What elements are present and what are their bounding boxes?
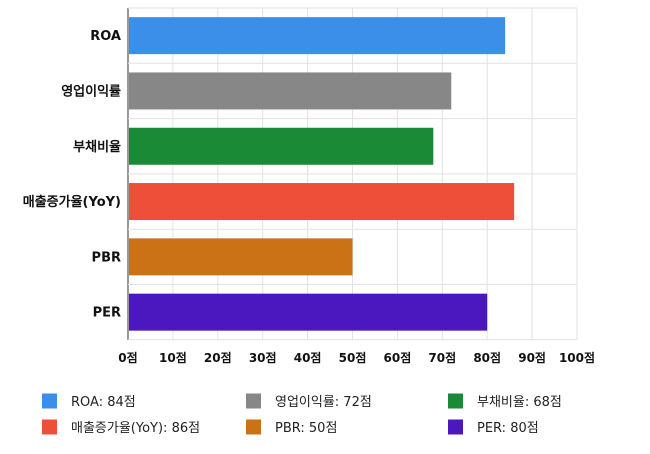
x-axis-tick-labels: 0점 10점 20점 30점 40점 50점 60점 70점 80점 90점 100점	[118, 350, 595, 365]
bar	[129, 183, 515, 221]
legend-swatch	[246, 393, 261, 409]
x-tick-label: 60점	[384, 350, 412, 365]
x-tick-label: 80점	[473, 350, 501, 365]
legend-swatch	[246, 419, 261, 435]
category-label: 부채비율	[73, 139, 121, 155]
x-tick-label: 10점	[159, 350, 187, 365]
category-label: PBR	[92, 250, 121, 265]
x-tick-label: 70점	[428, 350, 456, 365]
category-label: ROA	[90, 29, 121, 44]
x-tick-label: 50점	[339, 350, 367, 365]
legend-label: PBR: 50점	[275, 421, 337, 436]
x-tick-label: 40점	[294, 350, 322, 365]
legend-swatch	[448, 393, 463, 409]
x-tick-label: 100점	[559, 350, 595, 365]
bar	[129, 17, 506, 55]
bar	[129, 238, 353, 276]
bar	[129, 293, 488, 331]
legend-label: 매출증가율(YoY): 86점	[71, 421, 200, 436]
legend-swatch	[42, 419, 57, 435]
legend-label: 영업이익률: 72점	[275, 395, 372, 410]
legend-label: PER: 80점	[477, 421, 539, 436]
legend-swatch	[42, 393, 57, 409]
x-tick-label: 90점	[518, 350, 546, 365]
category-label: 영업이익률	[61, 83, 121, 99]
category-label: PER	[93, 306, 121, 321]
grid	[127, 7, 578, 341]
legend-label: ROA: 84점	[71, 395, 136, 410]
legend-label: 부채비율: 68점	[477, 395, 562, 410]
x-tick-label: 0점	[118, 350, 137, 365]
legend-swatch	[448, 419, 463, 435]
category-label: 매출증가율(YoY)	[23, 194, 121, 210]
bar	[129, 72, 452, 110]
x-tick-label: 20점	[204, 350, 232, 365]
bars	[129, 17, 515, 331]
x-tick-label: 30점	[249, 350, 277, 365]
bar	[129, 127, 434, 165]
